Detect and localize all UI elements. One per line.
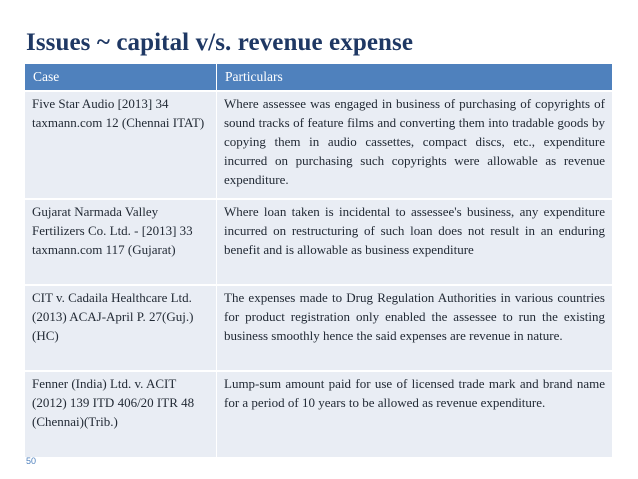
case-cell: Five Star Audio [2013] 34 taxmann.com 12…	[25, 90, 217, 199]
particulars-cell: Where assessee was engaged in business o…	[216, 90, 613, 199]
table-row: CIT v. Cadaila Healthcare Ltd. (2013) AC…	[25, 284, 613, 371]
table-row: Gujarat Narmada Valley Fertilizers Co. L…	[25, 198, 613, 285]
case-cell: Gujarat Narmada Valley Fertilizers Co. L…	[25, 198, 217, 285]
table-row: Fenner (India) Ltd. v. ACIT (2012) 139 I…	[25, 370, 613, 457]
page-number: 50	[26, 456, 37, 466]
slide-title: Issues ~ capital v/s. revenue expense	[26, 29, 414, 56]
case-cell: Fenner (India) Ltd. v. ACIT (2012) 139 I…	[25, 370, 217, 457]
particulars-cell: Where loan taken is incidental to assess…	[216, 198, 613, 285]
particulars-cell: The expenses made to Drug Regulation Aut…	[216, 284, 613, 371]
table-header-row: Case Particulars	[25, 64, 613, 91]
header-particulars: Particulars	[216, 64, 613, 91]
particulars-cell: Lump-sum amount paid for use of licensed…	[216, 370, 613, 457]
cases-table: Case Particulars Five Star Audio [2013] …	[25, 64, 613, 457]
header-case: Case	[25, 64, 217, 91]
table-row: Five Star Audio [2013] 34 taxmann.com 12…	[25, 90, 613, 199]
case-cell: CIT v. Cadaila Healthcare Ltd. (2013) AC…	[25, 284, 217, 371]
